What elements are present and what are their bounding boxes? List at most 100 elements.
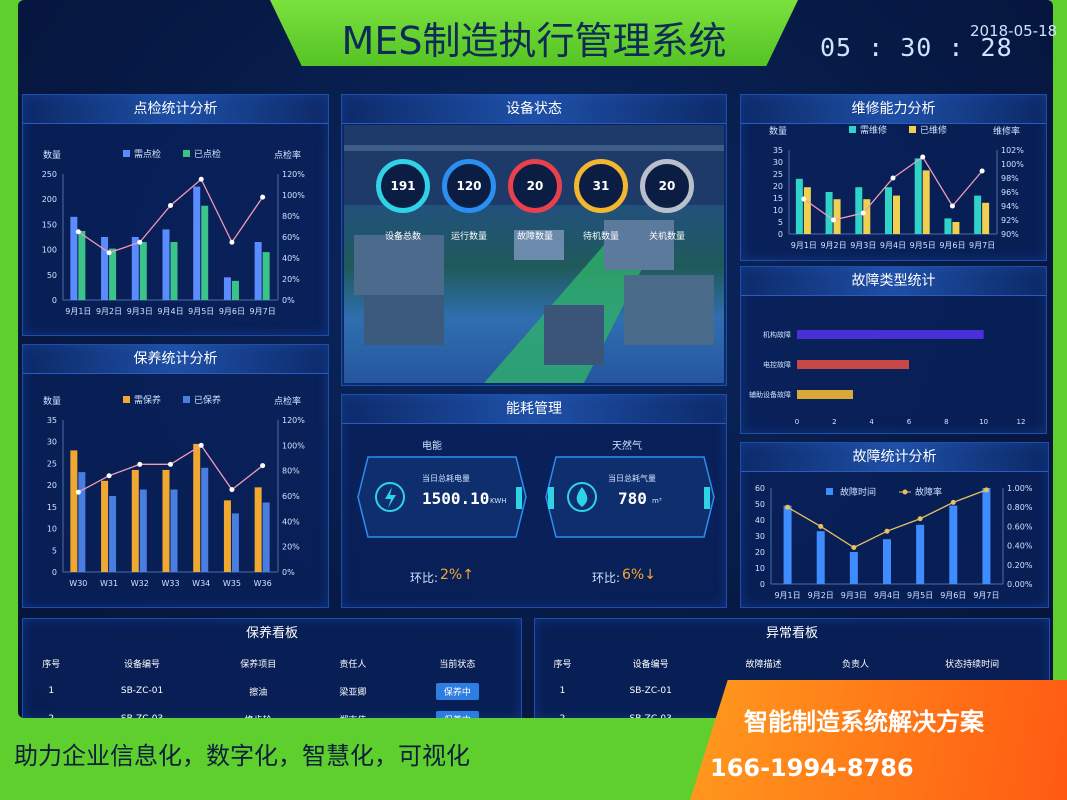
y-tick-label: 5 [52, 546, 57, 555]
y2-axis-label: 点检率 [274, 149, 301, 161]
legend-label: 已点检 [194, 148, 221, 160]
energy-title: 能耗管理 [342, 395, 726, 424]
x-tick-label: 9月1日 [65, 307, 91, 316]
y2-tick-label: 20% [282, 275, 300, 284]
electric-value: 1500.10 [422, 489, 490, 508]
table-header-cell: 负责人 [841, 659, 869, 670]
maintenance-panel: 保养统计分析 数量 点检率 需保养 已保养 0 5 10 15 20 25 30 35 0% 20% 40%… [22, 344, 329, 608]
y2-tick-label: 98% [1001, 174, 1019, 183]
table-cell: 梁亚卿 [339, 687, 367, 698]
bar [849, 552, 858, 584]
electric-gauge: 当日总耗电量 1500.10 KWH [356, 449, 528, 545]
y-tick-label: 0 [52, 296, 57, 305]
gas-ratio-label: 环比: [592, 571, 621, 585]
y2-tick-label: 40% [282, 517, 300, 526]
bar [922, 170, 930, 234]
bar [170, 242, 178, 300]
y-tick-label: 20 [47, 481, 57, 490]
fault-stats-panel: 故障统计分析 故障时间 故障率 0 10 20 30 40 50 60 0.00% 0.20% 0.4… [740, 442, 1049, 608]
y-tick-label: 25 [773, 170, 783, 179]
bar [101, 480, 109, 572]
y2-tick-label: 96% [1001, 188, 1019, 197]
x-tick-label: W33 [161, 579, 179, 588]
bar [893, 195, 900, 234]
table-cell: SB-ZC-01 [629, 686, 672, 696]
bar [193, 186, 201, 300]
rate-point [860, 210, 866, 216]
legend-swatch [123, 150, 130, 157]
y2-tick-label: 80% [282, 467, 300, 476]
table-header-cell: 状态持续时间 [945, 659, 1000, 670]
table-header-cell: 当前状态 [439, 659, 476, 670]
y-tick-label: 25 [47, 459, 57, 468]
legend-label: 需维修 [860, 124, 887, 136]
x-tick-label: W35 [223, 579, 241, 588]
x-tick-label: W32 [131, 579, 149, 588]
bar [131, 469, 139, 572]
x-tick-label: 9月1日 [774, 591, 800, 600]
y-tick-label: 30 [755, 532, 765, 541]
table-row: 1 SB-ZC-01 擦油 梁亚卿 保养中 [23, 677, 521, 705]
bar [795, 178, 803, 234]
y-axis-label: 数量 [769, 125, 787, 137]
gas-gauge: 当日总耗气量 780 m³ [544, 449, 716, 545]
y-tick-label: 50 [47, 271, 57, 280]
rate-point [920, 154, 926, 160]
rate-point [983, 487, 989, 493]
y2-tick-label: 100% [282, 441, 305, 450]
bar [231, 513, 239, 572]
status-ring: 191 [376, 159, 430, 213]
rate-point [168, 461, 173, 467]
y-tick-label: 20 [755, 548, 765, 557]
electric-caption: 当日总耗电量 [422, 474, 470, 483]
table-cell: 擦油 [249, 687, 268, 698]
table-header-cell: 设备编号 [124, 659, 161, 670]
rate-point [949, 203, 955, 209]
status-ring-label: 设备总数 [384, 232, 421, 242]
table-header-cell: 责任人 [339, 659, 367, 670]
bar [131, 237, 139, 300]
rate-point [260, 463, 266, 469]
category-label: 辅助设备故障 [749, 390, 791, 399]
status-ring-label: 故障数量 [516, 232, 553, 242]
legend-swatch [849, 126, 856, 133]
rate-point [801, 196, 807, 202]
x-tick-label: 9月3日 [841, 591, 867, 600]
bar [952, 222, 960, 234]
table-cell: 保养中 [394, 677, 521, 705]
table-cell: 换齿轮 [205, 705, 312, 719]
bar [162, 469, 170, 572]
x-tick-label: 9月5日 [188, 307, 214, 316]
x-tick-label: 9月3日 [850, 241, 876, 250]
y2-tick-label: 120% [282, 416, 305, 425]
bar [223, 277, 231, 300]
promo-banner [690, 680, 1067, 800]
gas-value: 780 [618, 489, 647, 508]
bar [262, 252, 270, 300]
maint-board-table: 序号设备编号保养项目责任人当前状态1SB-ZC-01擦油梁亚卿保养中2SB-ZC… [23, 649, 521, 718]
rate-point [950, 499, 956, 505]
inspection-chart: 数量 点检率 需点检 已点检 0 50 100 150 200 250 0% 20% 40% 60% 80%… [42, 148, 306, 316]
bar [797, 360, 909, 369]
rate-point [851, 545, 857, 551]
equipment-title: 设备状态 [342, 95, 726, 124]
legend-dot [902, 489, 908, 495]
promo-title: 智能制造系统解决方案 [744, 708, 984, 736]
bar [231, 280, 239, 300]
y2-tick-label: 60% [282, 492, 300, 501]
bar [944, 218, 952, 234]
bar [825, 192, 833, 234]
abnormal-board-title: 异常看板 [765, 626, 818, 641]
x-tick-label: 9月6日 [939, 241, 965, 250]
y-tick-label: 60 [755, 484, 765, 493]
y2-tick-label: 80% [282, 212, 300, 221]
bar [883, 539, 891, 584]
legend-label: 已维修 [920, 124, 947, 136]
y-axis-label: 数量 [43, 395, 61, 407]
bar [914, 158, 922, 234]
promo-phone: 166-1994-8786 [710, 754, 914, 782]
table-header-cell: 故障描述 [745, 659, 782, 670]
rate-point [260, 194, 266, 200]
x-tick-label: 9月7日 [250, 307, 276, 316]
y2-tick-label: 0.60% [1007, 522, 1033, 531]
